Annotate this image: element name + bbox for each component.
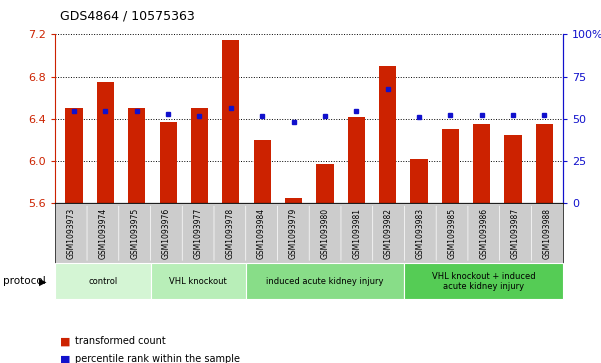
Text: GSM1093986: GSM1093986 xyxy=(479,208,488,259)
Text: GSM1093979: GSM1093979 xyxy=(289,208,298,259)
Text: GSM1093974: GSM1093974 xyxy=(99,208,108,259)
Bar xyxy=(442,130,459,203)
Text: control: control xyxy=(88,277,118,286)
Text: GDS4864 / 10575363: GDS4864 / 10575363 xyxy=(60,9,195,22)
Text: GSM1093981: GSM1093981 xyxy=(352,208,361,259)
Text: ■: ■ xyxy=(60,354,70,363)
Bar xyxy=(254,140,271,203)
Text: GSM1093976: GSM1093976 xyxy=(162,208,171,259)
Bar xyxy=(97,82,114,203)
Text: GSM1093988: GSM1093988 xyxy=(543,208,552,259)
Text: VHL knockout + induced
acute kidney injury: VHL knockout + induced acute kidney inju… xyxy=(432,272,535,291)
Bar xyxy=(379,66,396,203)
Bar xyxy=(222,40,239,203)
Text: ▶: ▶ xyxy=(39,276,46,286)
Text: percentile rank within the sample: percentile rank within the sample xyxy=(75,354,240,363)
Text: GSM1093987: GSM1093987 xyxy=(511,208,520,259)
Text: GSM1093984: GSM1093984 xyxy=(257,208,266,259)
Text: GSM1093978: GSM1093978 xyxy=(225,208,234,259)
Bar xyxy=(410,159,427,203)
Bar xyxy=(66,108,83,203)
Text: GSM1093985: GSM1093985 xyxy=(448,208,457,259)
Bar xyxy=(535,124,553,203)
Bar xyxy=(191,108,208,203)
Text: ■: ■ xyxy=(60,336,70,346)
Text: GSM1093982: GSM1093982 xyxy=(384,208,393,259)
Text: induced acute kidney injury: induced acute kidney injury xyxy=(266,277,384,286)
Text: protocol: protocol xyxy=(3,276,46,286)
Bar xyxy=(504,135,522,203)
Text: GSM1093975: GSM1093975 xyxy=(130,208,139,259)
Text: GSM1093983: GSM1093983 xyxy=(416,208,425,259)
Bar xyxy=(473,124,490,203)
Text: GSM1093980: GSM1093980 xyxy=(320,208,329,259)
Bar xyxy=(285,198,302,203)
Bar xyxy=(159,122,177,203)
Text: VHL knockout: VHL knockout xyxy=(169,277,227,286)
Bar xyxy=(347,117,365,203)
Text: transformed count: transformed count xyxy=(75,336,166,346)
Bar xyxy=(316,164,334,203)
Text: GSM1093973: GSM1093973 xyxy=(67,208,76,259)
Text: GSM1093977: GSM1093977 xyxy=(194,208,203,259)
Bar xyxy=(128,108,145,203)
